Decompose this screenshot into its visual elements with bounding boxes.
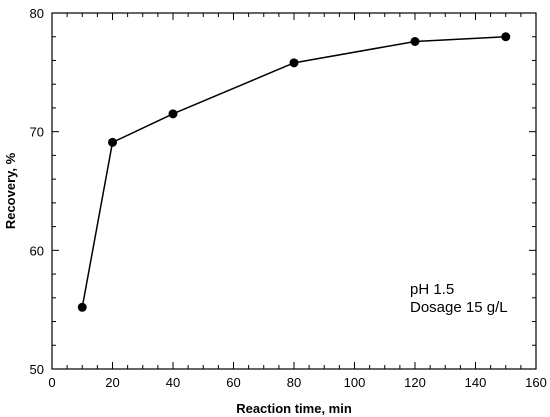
data-point — [501, 32, 511, 42]
series-line — [81, 35, 506, 308]
y-tick-label: 60 — [30, 243, 44, 258]
y-tick-label: 50 — [30, 362, 44, 377]
data-point — [108, 137, 117, 147]
x-tick-label: 140 — [465, 375, 487, 390]
x-tick-label: 100 — [344, 375, 366, 390]
series-layer — [77, 32, 511, 312]
x-tick-label: 20 — [105, 375, 119, 390]
x-tick-label: 120 — [404, 375, 426, 390]
x-axis-ticks: 0 20 40 60 80 100 120 140 160 — [48, 13, 547, 390]
y-axis-ticks: 50 60 70 80 — [30, 6, 536, 377]
data-point — [289, 58, 299, 68]
data-point — [410, 36, 420, 46]
x-tick-label: 80 — [287, 375, 301, 390]
x-axis-title: Reaction time, min — [236, 401, 352, 416]
annotation-ph: pH 1.5 — [410, 281, 454, 298]
x-tick-label: 60 — [226, 375, 240, 390]
x-tick-label: 0 — [48, 375, 55, 390]
y-tick-label: 70 — [30, 125, 44, 140]
y-axis-title: Recovery, % — [3, 152, 18, 229]
data-point — [77, 302, 87, 312]
y-tick-label: 80 — [30, 6, 44, 21]
annotation-dosage: Dosage 15 g/L — [410, 299, 508, 316]
x-tick-label: 160 — [525, 375, 547, 390]
data-point — [168, 109, 178, 119]
x-tick-label: 40 — [166, 375, 180, 390]
